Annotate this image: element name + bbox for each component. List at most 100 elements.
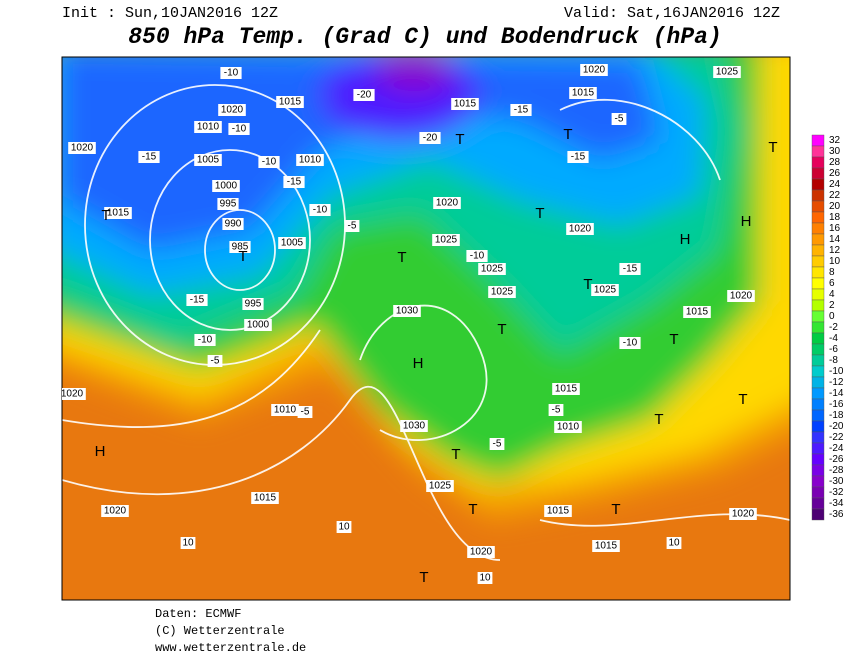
colorbar-swatch [811, 299, 825, 312]
label-box [544, 505, 572, 517]
contour-label: 1025 [716, 67, 739, 78]
contour-label: 10 [338, 522, 350, 533]
label-box [666, 537, 682, 549]
contour-label: -20 [357, 90, 372, 101]
label-box [218, 104, 246, 116]
label-box [297, 406, 313, 418]
contour-label: 1030 [396, 306, 419, 317]
label-box [138, 151, 160, 163]
pressure-center-label: T [535, 205, 544, 222]
colorbar-swatch [811, 167, 825, 180]
contour-label: -10 [232, 124, 247, 135]
colorbar-swatch [811, 233, 825, 246]
label-box [228, 123, 250, 135]
label-box [619, 263, 641, 275]
colorbar-tick-label: 30 [829, 146, 841, 157]
contour-label: 1015 [254, 493, 277, 504]
label-box [242, 298, 264, 310]
contour-label: -10 [623, 338, 638, 349]
label-box [466, 250, 488, 262]
contour-label: 1005 [281, 238, 304, 249]
colorbar-swatch [811, 244, 825, 257]
colorbar-tick-label: -4 [829, 333, 838, 344]
contour-label: 1010 [197, 122, 220, 133]
colorbar-swatch [811, 178, 825, 191]
colorbar-tick-label: -2 [829, 322, 838, 333]
contour-label: 10 [668, 538, 680, 549]
contour-label: 1020 [470, 547, 493, 558]
label-box [433, 197, 461, 209]
contour-label: -5 [211, 356, 220, 367]
label-box [729, 508, 757, 520]
label-box [554, 421, 582, 433]
label-box [419, 132, 441, 144]
contour-label: 1005 [197, 155, 220, 166]
label-box [194, 154, 222, 166]
contour-label: -10 [262, 157, 277, 168]
contour-label: 1025 [594, 285, 617, 296]
colorbar-swatch [811, 409, 825, 422]
colorbar-tick-label: -10 [829, 366, 844, 377]
label-box [222, 218, 244, 230]
label-box [727, 290, 755, 302]
colorbar-tick-label: 18 [829, 212, 841, 223]
pressure-center-label: T [497, 321, 506, 338]
contour-label: -15 [623, 264, 638, 275]
label-box [271, 404, 299, 416]
contour-label: -15 [571, 152, 586, 163]
contour-label: 1025 [481, 264, 504, 275]
colorbar-tick-label: 28 [829, 157, 841, 168]
pressure-center-label: H [680, 231, 691, 248]
contour-label: 1020 [71, 143, 94, 154]
pressure-center-label: T [397, 249, 406, 266]
colorbar-swatch [811, 321, 825, 334]
label-box [477, 572, 493, 584]
label-box [393, 305, 421, 317]
colorbar-swatch [811, 134, 825, 147]
label-box [244, 319, 272, 331]
contour-label: 1010 [557, 422, 580, 433]
colorbar-swatch [811, 475, 825, 488]
colorbar-swatch [811, 442, 825, 455]
contour-label: -10 [224, 68, 239, 79]
contour-label: -5 [615, 114, 624, 125]
label-box [400, 420, 428, 432]
colorbar-tick-label: -30 [829, 476, 844, 487]
colorbar-tick-label: 10 [829, 256, 841, 267]
colorbar-swatch [811, 343, 825, 356]
contour-label: 1020 [436, 198, 459, 209]
colorbar-tick-label: 16 [829, 223, 841, 234]
colorbar-swatch [811, 486, 825, 499]
colorbar-tick-label: -34 [829, 498, 844, 509]
pressure-center-label: H [741, 213, 752, 230]
colorbar-swatch [811, 508, 825, 521]
colorbar-swatch [811, 497, 825, 510]
contour-label: -5 [301, 407, 310, 418]
pressure-center-label: T [455, 131, 464, 148]
label-box [619, 337, 641, 349]
label-box [207, 355, 223, 367]
colorbar-tick-label: -6 [829, 344, 838, 355]
contour-label: 1025 [435, 235, 458, 246]
contour-label: 990 [225, 219, 242, 230]
colorbar-tick-label: -24 [829, 443, 844, 454]
contour-label: 1020 [221, 105, 244, 116]
colorbar-swatch [811, 365, 825, 378]
contour-label: 1025 [429, 481, 452, 492]
colorbar-swatch [811, 431, 825, 444]
contour-label: 985 [232, 242, 249, 253]
colorbar-swatch [811, 453, 825, 466]
colorbar-tick-label: -22 [829, 432, 844, 443]
label-box [217, 198, 239, 210]
footer-line: (C) Wetterzentrale [155, 624, 285, 638]
colorbar-tick-label: 20 [829, 201, 841, 212]
label-box [451, 98, 479, 110]
colorbar-swatch [811, 156, 825, 169]
contour-label: 1020 [569, 224, 592, 235]
colorbar-swatch [811, 255, 825, 268]
label-box [567, 151, 589, 163]
contour-label: 1020 [730, 291, 753, 302]
label-box [309, 204, 331, 216]
label-box [186, 294, 208, 306]
init-time: Init : Sun,10JAN2016 12Z [62, 5, 278, 22]
